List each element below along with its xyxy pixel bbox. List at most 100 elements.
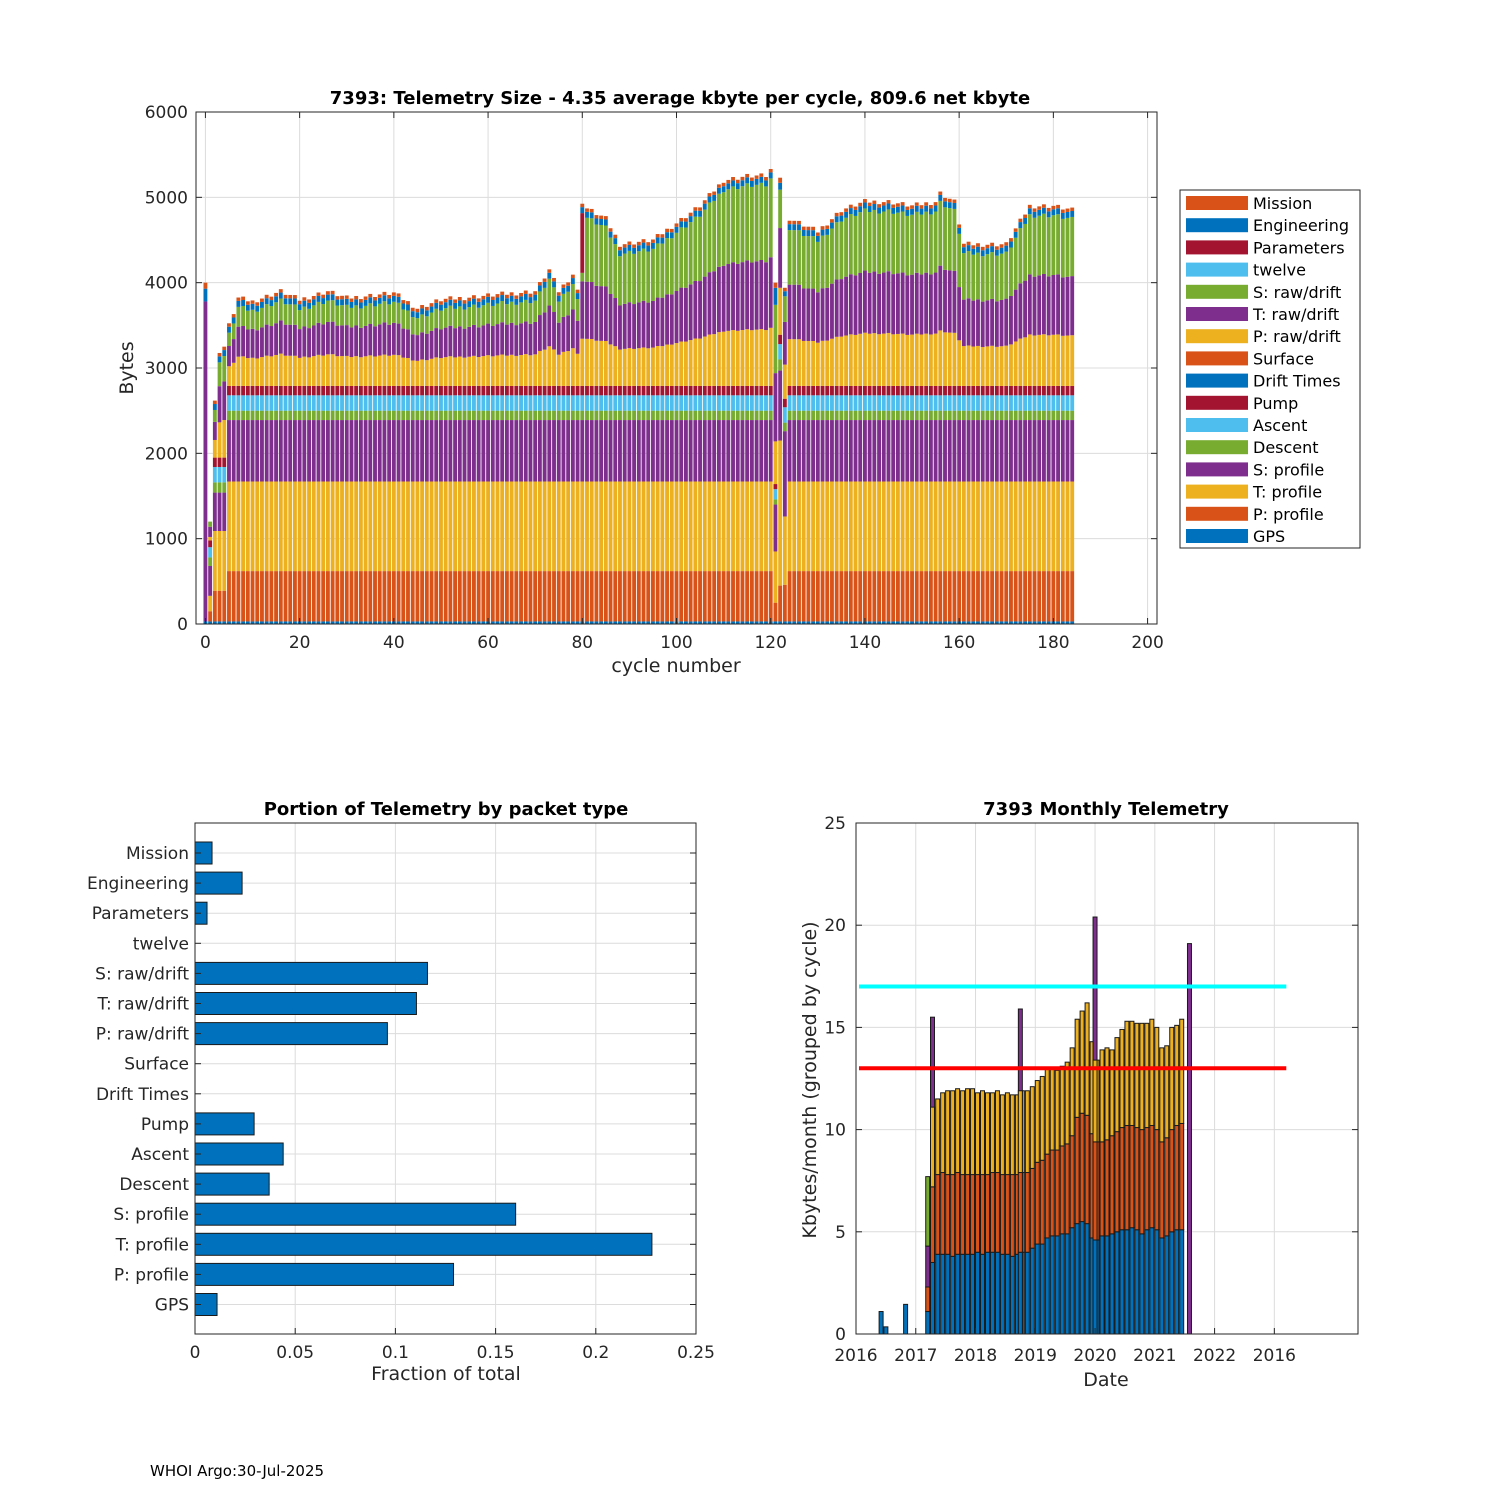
- top-bar-segment: [373, 571, 377, 622]
- monthly-bar-segment: [925, 1286, 931, 1313]
- top-bar-segment: [373, 481, 377, 572]
- top-bar-segment: [476, 621, 481, 624]
- top-bar-segment: [820, 385, 825, 396]
- top-bar-segment: [919, 208, 924, 215]
- top-bar-segment: [264, 294, 269, 299]
- top-bar-segment: [787, 220, 792, 225]
- top-bar-segment: [712, 194, 717, 201]
- top-bar-segment: [585, 410, 589, 421]
- top-bar-segment: [335, 385, 340, 396]
- top-bar-segment: [401, 410, 406, 421]
- top-bar-segment: [368, 481, 373, 572]
- top-bar-segment: [311, 325, 316, 357]
- top-bar-segment: [316, 322, 321, 355]
- top-bar-segment: [325, 294, 330, 301]
- portion-category-label: Engineering: [87, 874, 189, 894]
- top-bar-segment: [914, 420, 919, 482]
- top-bar-segment: [519, 481, 523, 572]
- top-bar-segment: [462, 309, 467, 329]
- top-bar-segment: [354, 571, 359, 622]
- top-bar-segment: [292, 298, 297, 305]
- top-bar-segment: [547, 410, 552, 421]
- top-bar-segment: [575, 289, 580, 294]
- top-bar-segment: [302, 395, 307, 411]
- top-bar-segment: [754, 175, 759, 179]
- top-bar-segment: [415, 360, 420, 386]
- top-bar-segment: [1027, 204, 1032, 209]
- top-bar-segment: [288, 298, 293, 305]
- top-bar-segment: [726, 330, 731, 386]
- top-bar-segment: [354, 410, 359, 421]
- top-bar-segment: [250, 410, 255, 421]
- legend-label: Engineering: [1253, 216, 1349, 235]
- top-bar-segment: [999, 410, 1004, 421]
- top-bar-segment: [698, 481, 702, 572]
- top-bar-segment: [957, 571, 962, 622]
- top-ytick-label: 1000: [145, 530, 188, 550]
- top-bar-segment: [1056, 571, 1061, 622]
- top-bar-segment: [528, 481, 533, 572]
- top-bar-segment: [966, 481, 971, 572]
- top-bar-segment: [976, 410, 980, 421]
- portion-ticks: 0 0.05 0.1 0.15 0.2 0.25MissionEngineeringPar…: [87, 844, 715, 1363]
- top-bar-segment: [679, 420, 684, 482]
- top-bar-segment: [778, 344, 783, 360]
- top-bar-segment: [782, 321, 787, 365]
- top-bar-segment: [891, 621, 896, 624]
- top-bar-segment: [472, 571, 476, 622]
- top-bar-segment: [368, 297, 373, 304]
- top-bar-segment: [448, 305, 453, 326]
- top-bar-segment: [340, 481, 344, 572]
- top-bar-segment: [980, 246, 985, 251]
- top-bar-segment: [853, 385, 858, 396]
- top-bar-segment: [335, 420, 340, 482]
- top-bar-segment: [877, 334, 881, 386]
- top-bar-segment: [434, 410, 439, 421]
- top-bar-segment: [801, 395, 806, 411]
- top-bar-segment: [1065, 571, 1070, 622]
- top-bar-segment: [424, 481, 429, 572]
- top-bar-segment: [933, 205, 938, 212]
- top-bar-segment: [839, 571, 844, 622]
- top-bar-segment: [292, 621, 297, 624]
- top-bar-segment: [382, 420, 387, 482]
- top-bar-segment: [406, 358, 410, 386]
- portion-axes-box: [194, 822, 697, 1335]
- top-bar-segment: [486, 302, 491, 324]
- top-bar-segment: [495, 621, 500, 624]
- monthly-bar-segment: [1119, 1229, 1125, 1335]
- top-bar-segment: [358, 308, 363, 328]
- top-bar-segment: [269, 296, 274, 301]
- top-bar-segment: [735, 571, 740, 622]
- top-bar-segment: [914, 571, 919, 622]
- top-bar-segment: [349, 357, 354, 386]
- top-bar-segment: [641, 248, 646, 301]
- top-bar-segment: [862, 481, 867, 572]
- top-bar-segment: [1046, 207, 1051, 212]
- top-bar-segment: [443, 621, 448, 624]
- top-bar-segment: [340, 356, 344, 386]
- top-bar-segment: [424, 385, 429, 396]
- top-bar-segment: [490, 305, 495, 326]
- top-bar-segment: [726, 410, 731, 421]
- top-bar-segment: [523, 571, 528, 622]
- top-bar-segment: [457, 420, 462, 482]
- monthly-bar-segment: [965, 1088, 971, 1176]
- top-bar-segment: [391, 322, 396, 355]
- top-bar-segment: [1042, 571, 1046, 622]
- top-bar-segment: [778, 359, 783, 371]
- top-bar-segment: [288, 304, 293, 325]
- top-bar-segment: [509, 295, 514, 302]
- top-bar-segment: [952, 410, 957, 421]
- top-bar-segment: [853, 420, 858, 482]
- top-bar-segment: [585, 338, 589, 386]
- top-bar-segment: [886, 332, 891, 386]
- top-bar-segment: [848, 385, 853, 396]
- top-bar-segment: [891, 395, 896, 411]
- top-bar-segment: [231, 481, 236, 572]
- portion-xtick-label: 0.15: [477, 1343, 515, 1363]
- top-bar-segment: [307, 621, 311, 624]
- top-bar-segment: [325, 621, 330, 624]
- top-bar-segment: [1023, 571, 1028, 622]
- top-bar-segment: [552, 410, 556, 421]
